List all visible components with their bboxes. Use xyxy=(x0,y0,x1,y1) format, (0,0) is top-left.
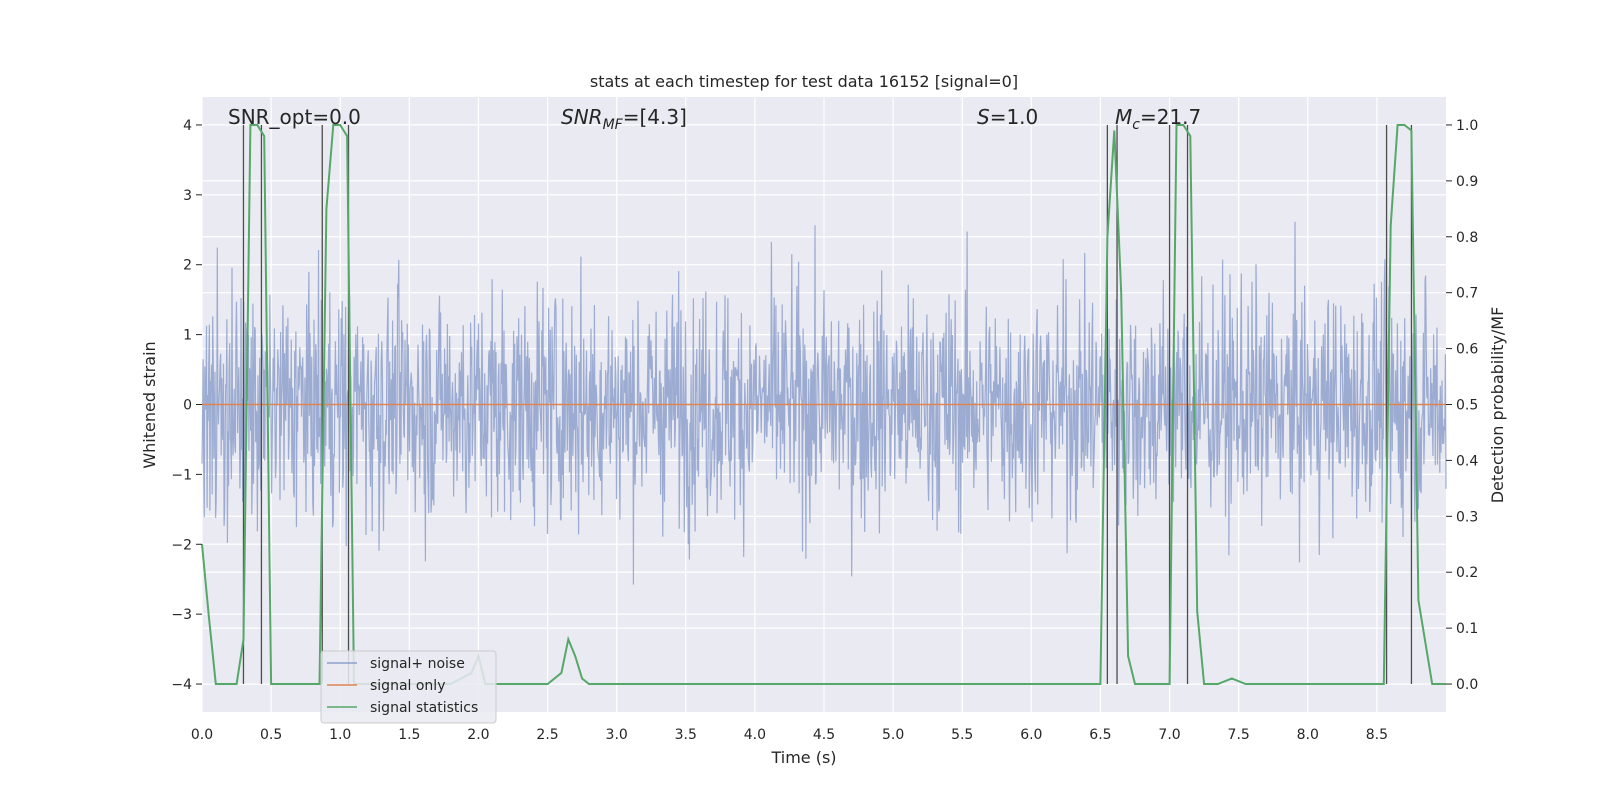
x-tick-label: 2.5 xyxy=(536,727,558,743)
annotation-s: S=1.0 xyxy=(977,105,1038,129)
y2-tick-label: 0.4 xyxy=(1456,453,1478,469)
annotation-s-value: =1.0 xyxy=(990,105,1039,129)
annotation-snr-mf-symbol: SNR xyxy=(561,105,603,129)
annotation-mc-subscript: c xyxy=(1132,117,1140,133)
legend-box xyxy=(320,650,497,724)
legend-label-signal-noise: signal+ noise xyxy=(370,656,465,672)
annotation-mc-symbol: M xyxy=(1115,105,1132,129)
y2-axis-label: Detection probability/MF xyxy=(1488,307,1507,504)
signal-statistics-series xyxy=(201,124,1446,685)
signal-statistics-line xyxy=(201,124,1446,685)
y-axis-label: Whitened strain xyxy=(140,341,159,468)
annotation-snr-mf-value: =[4.3] xyxy=(623,105,687,129)
y-tick-labels: 4 3 2 1 0 −1 −2 −3 −4 xyxy=(171,118,202,693)
legend-label-signal-statistics: signal statistics xyxy=(370,700,478,716)
y2-tick-label: 0.8 xyxy=(1456,230,1478,246)
x-tick-label: 1.0 xyxy=(329,727,351,743)
y-tick-label: 1 xyxy=(183,328,192,344)
x-tick-label: 1.5 xyxy=(398,727,420,743)
y-tick-label: 3 xyxy=(183,188,192,204)
x-tick-label: 8.0 xyxy=(1297,727,1319,743)
x-axis-label: Time (s) xyxy=(770,748,836,767)
signal-noise-line xyxy=(201,221,1447,585)
y2-tick-label: 0.7 xyxy=(1456,286,1478,302)
x-tick-label: 3.0 xyxy=(606,727,628,743)
y-tick-label: −1 xyxy=(171,467,192,483)
y2-tick-label: 0.3 xyxy=(1456,509,1478,525)
y2-tick-label: 0.6 xyxy=(1456,342,1478,358)
y-tick-label: 2 xyxy=(183,258,192,274)
y2-tick-label: 0.1 xyxy=(1456,621,1478,637)
y-tick-label: −4 xyxy=(171,677,192,693)
y2-tick-labels: 1.0 0.9 0.8 0.7 0.6 0.5 0.4 0.3 0.2 0.1 0.0 xyxy=(1446,118,1478,693)
annotation-snr-mf-subscript: MF xyxy=(603,117,624,133)
annotation-s-symbol: S xyxy=(977,105,990,129)
legend-label-signal-only: signal only xyxy=(370,678,445,694)
x-tick-label: 7.5 xyxy=(1228,727,1250,743)
y2-tick-label: 0.2 xyxy=(1456,565,1478,581)
x-tick-labels: 0.0 0.5 1.0 1.5 2.0 2.5 3.0 3.5 4.0 4.5 5.0 5.5 6.0 6… xyxy=(191,727,1388,743)
x-tick-label: 7.0 xyxy=(1158,727,1180,743)
chart-title: stats at each timestep for test data 161… xyxy=(590,72,1018,91)
x-tick-label: 5.0 xyxy=(882,727,904,743)
x-tick-label: 8.5 xyxy=(1366,727,1388,743)
x-tick-label: 6.5 xyxy=(1089,727,1111,743)
x-tick-label: 2.0 xyxy=(467,727,489,743)
annotation-mc: Mc=21.7 xyxy=(1115,105,1201,133)
y-tick-label: −2 xyxy=(171,537,192,553)
x-tick-label: 6.0 xyxy=(1020,727,1042,743)
x-tick-label: 3.5 xyxy=(675,727,697,743)
x-tick-label: 5.5 xyxy=(951,727,973,743)
legend: signal+ noise signal only signal statist… xyxy=(320,650,497,724)
annotation-mc-value: =21.7 xyxy=(1140,105,1201,129)
signal-noise-series xyxy=(201,221,1447,585)
y2-tick-label: 0.5 xyxy=(1456,398,1478,414)
x-tick-label: 0.5 xyxy=(260,727,282,743)
y2-tick-label: 1.0 xyxy=(1456,118,1478,134)
annotation-snr-opt: SNR_opt=0.0 xyxy=(228,105,361,129)
y-tick-label: 4 xyxy=(183,118,192,134)
y2-tick-label: 0.9 xyxy=(1456,174,1478,190)
x-tick-label: 4.0 xyxy=(744,727,766,743)
y-tick-label: 0 xyxy=(183,398,192,414)
annotation-snr-mf: SNRMF=[4.3] xyxy=(561,105,687,133)
x-tick-label: 4.5 xyxy=(813,727,835,743)
y-tick-label: −3 xyxy=(171,607,192,623)
y2-tick-label: 0.0 xyxy=(1456,677,1478,693)
x-tick-label: 0.0 xyxy=(191,727,213,743)
